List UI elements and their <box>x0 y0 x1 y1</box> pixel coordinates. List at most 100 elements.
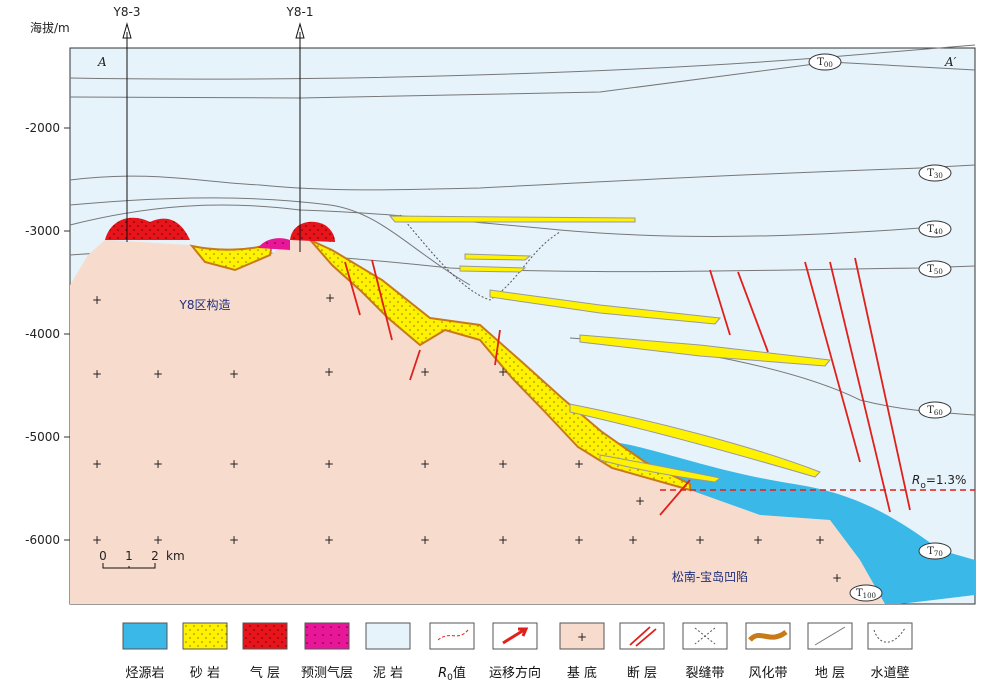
svg-text:+: + <box>324 365 334 379</box>
legend-label: 烃源岩 <box>125 666 164 681</box>
svg-text:+: + <box>695 533 705 547</box>
axis-title: 海拔/m <box>30 20 70 35</box>
horizon-label: T30 <box>927 168 943 180</box>
legend-labels: 烃源岩 砂 岩 气 层 预测气层 泥 岩 R0值 运移方向 基 底 断 层 裂缝带 风化带 地 层 水道… <box>125 665 909 683</box>
legend-swatch <box>122 622 168 650</box>
horizon-label: T70 <box>927 546 943 558</box>
svg-text:+: + <box>420 533 430 547</box>
horizon-line <box>69 164 976 191</box>
svg-text:+: + <box>153 457 163 471</box>
horizon-label: T40 <box>927 224 943 236</box>
svg-text:+: + <box>325 291 335 305</box>
legend-swatch <box>619 622 665 650</box>
basement <box>70 240 885 604</box>
svg-text:+: + <box>324 533 334 547</box>
legend-label: 风化带 <box>748 666 787 681</box>
tick-label: -5000 <box>25 430 60 444</box>
svg-text:+: + <box>815 533 825 547</box>
faults <box>344 257 911 516</box>
scale-tick: 0 <box>99 549 107 563</box>
svg-text:+: + <box>420 365 430 379</box>
horizon-labels: T00 T30 T40 T50 T60 T70 T100 <box>808 53 952 602</box>
sandstone <box>489 289 721 325</box>
source-rock <box>590 440 975 604</box>
sandstone <box>189 242 274 272</box>
svg-text:+: + <box>498 365 508 379</box>
horizon-label: T00 <box>817 57 833 69</box>
sandstone <box>579 334 831 367</box>
sandstone <box>569 403 821 483</box>
legend-label: 运移方向 <box>489 665 541 681</box>
basement-crosses: + + + + + + + + + + + + + + + + + + + + + + + + + + + + <box>92 291 842 585</box>
section-end: A′ <box>944 55 957 69</box>
scale-unit: km <box>166 549 185 563</box>
svg-text:+: + <box>92 367 102 381</box>
legend-swatch <box>304 622 350 650</box>
tick-label: -2000 <box>25 121 60 135</box>
svg-text:+: + <box>229 533 239 547</box>
legend: + <box>122 622 913 650</box>
wells: Y8-3 Y8-1 <box>113 5 314 252</box>
horizon-badge <box>849 584 883 602</box>
horizon-line <box>69 197 471 286</box>
gas-layer <box>290 221 335 242</box>
tick-label: -6000 <box>25 533 60 547</box>
legend-label: 预测气层 <box>301 665 353 681</box>
section-end: A <box>97 55 107 69</box>
well-label: Y8-1 <box>286 5 314 19</box>
svg-text:+: + <box>498 533 508 547</box>
depression-label: 松南-宝岛凹陷 <box>672 569 748 584</box>
svg-text:+: + <box>153 367 163 381</box>
svg-text:+: + <box>229 457 239 471</box>
legend-label: 气 层 <box>250 665 280 681</box>
horizon-line <box>69 61 976 99</box>
legend-label: 裂缝带 <box>685 666 724 681</box>
predicted-gas-layer <box>258 238 290 250</box>
axis: -2000 -3000 -4000 -5000 -6000 <box>25 121 70 547</box>
svg-text:+: + <box>577 630 587 644</box>
svg-text:+: + <box>574 533 584 547</box>
horizon-badge <box>918 542 952 560</box>
legend-label: R0值 <box>438 665 466 683</box>
scale-tick: 1 <box>125 549 133 563</box>
legend-swatch <box>182 622 228 650</box>
legend-label: 水道壁 <box>870 666 909 681</box>
well-label: Y8-3 <box>113 5 141 19</box>
svg-text:+: + <box>92 293 102 307</box>
legend-label: 基 底 <box>567 665 597 681</box>
horizon-badge <box>918 260 952 278</box>
horizon-label: T100 <box>856 588 876 600</box>
sandstone <box>309 239 691 492</box>
svg-text:+: + <box>832 571 842 585</box>
horizon-badge <box>918 401 952 419</box>
svg-text:+: + <box>574 457 584 471</box>
legend-label: 泥 岩 <box>373 666 403 681</box>
legend-swatch <box>867 622 913 650</box>
horizon-label: T60 <box>927 405 943 417</box>
structure-label: Y8区构造 <box>179 297 231 312</box>
horizon-badge <box>808 53 842 71</box>
horizon-badge <box>918 164 952 182</box>
svg-text:+: + <box>153 533 163 547</box>
tick-label: -3000 <box>25 224 60 238</box>
ro-label: Ro=1.3% <box>912 473 966 491</box>
horizon-line <box>69 44 976 80</box>
horizon-label: T50 <box>927 264 943 276</box>
section: + + + + + + + + + + + + + + + + + + + + + + + + + + + + Y8-3 Y8… <box>69 5 976 605</box>
gas-layer <box>105 217 190 240</box>
legend-label: 地 层 <box>815 666 845 681</box>
legend-label: 砂 岩 <box>190 666 220 681</box>
legend-swatch <box>559 622 605 650</box>
legend-swatch <box>365 622 411 650</box>
scale-bar: 0 1 2 km <box>99 549 185 569</box>
svg-text:+: + <box>635 494 645 508</box>
sandstone <box>459 253 532 273</box>
channel-wall <box>399 214 561 301</box>
scale-tick: 2 <box>151 549 159 563</box>
legend-label: 断 层 <box>627 666 657 681</box>
sandstone <box>388 215 636 223</box>
svg-text:+: + <box>628 533 638 547</box>
svg-text:+: + <box>92 457 102 471</box>
svg-text:+: + <box>324 457 334 471</box>
